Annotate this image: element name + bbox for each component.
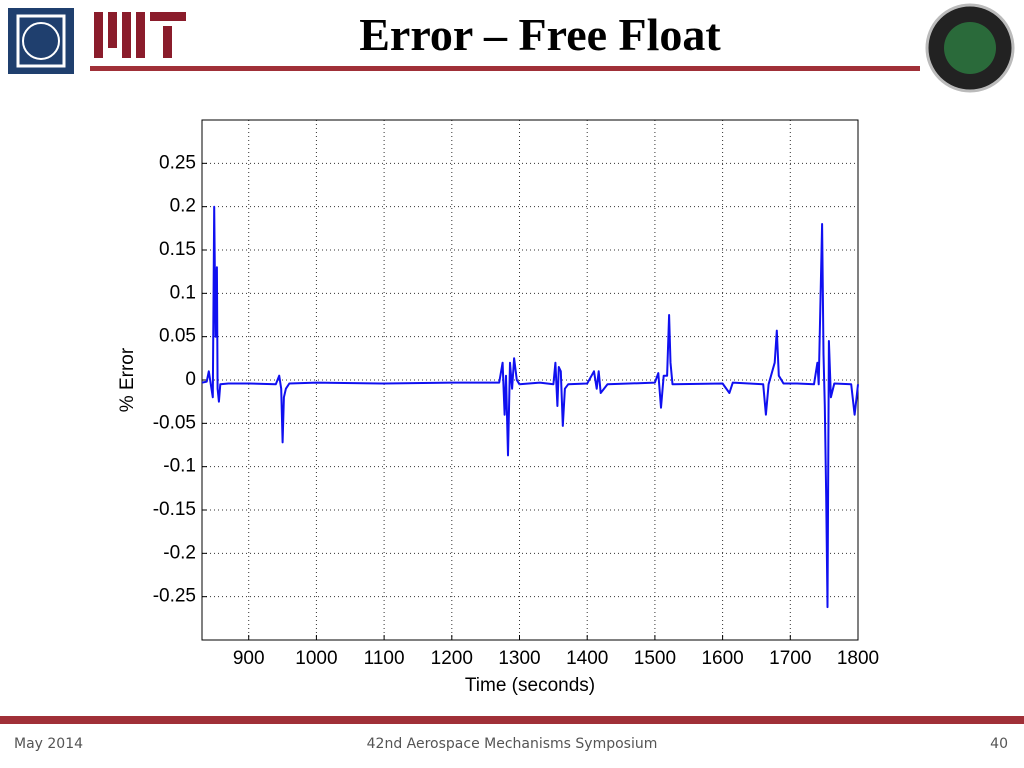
footer-date: May 2014 (14, 736, 84, 752)
x-tick-label: 1200 (431, 648, 473, 669)
x-tick-label: 900 (233, 648, 265, 669)
x-tick-label: 1400 (566, 648, 608, 669)
y-tick-label: -0.25 (153, 586, 196, 607)
page-number: 40 (990, 736, 1008, 752)
logo (16, 14, 66, 68)
x-tick-label: 1600 (701, 648, 743, 669)
chart: Time (seconds) % Error -0.25 -0.2 -0.15 -0.… (117, 119, 879, 696)
data-line (201, 205, 859, 609)
mit-logo (94, 12, 186, 58)
y-tick-label: -0.15 (153, 499, 196, 520)
y-tick-label: 0.1 (170, 282, 196, 303)
x-tick-label: 1500 (634, 648, 676, 669)
header-graphics (8, 3, 1015, 93)
y-tick-label: 0.15 (159, 239, 196, 260)
y-tick-label: 0.2 (170, 196, 196, 217)
slide-title: Error – Free Float (359, 9, 721, 60)
x-tick-label: 1300 (498, 648, 540, 669)
logo (22, 22, 60, 60)
y-tick-label: -0.1 (163, 456, 196, 477)
y-tick-label: 0 (185, 369, 196, 390)
y-tick-label: -0.05 (153, 412, 196, 433)
x-tick-label: 1100 (364, 648, 405, 669)
x-tick-label: 1700 (769, 648, 811, 669)
y-tick-label: 0.05 (159, 326, 196, 347)
y-tick-label: 0.25 (159, 152, 196, 173)
y-axis-label: % Error (117, 347, 138, 412)
y-tick-label: -0.2 (163, 542, 196, 563)
footer-rule (0, 716, 1024, 724)
x-axis-label: Time (seconds) (465, 675, 595, 696)
x-tick-label: 1800 (837, 648, 879, 669)
plot-frame (201, 119, 859, 641)
x-tick-label: 1000 (295, 648, 337, 669)
header-rule (90, 66, 920, 71)
footer-event: 42nd Aerospace Mechanisms Symposium (366, 736, 658, 752)
badge (944, 22, 996, 74)
